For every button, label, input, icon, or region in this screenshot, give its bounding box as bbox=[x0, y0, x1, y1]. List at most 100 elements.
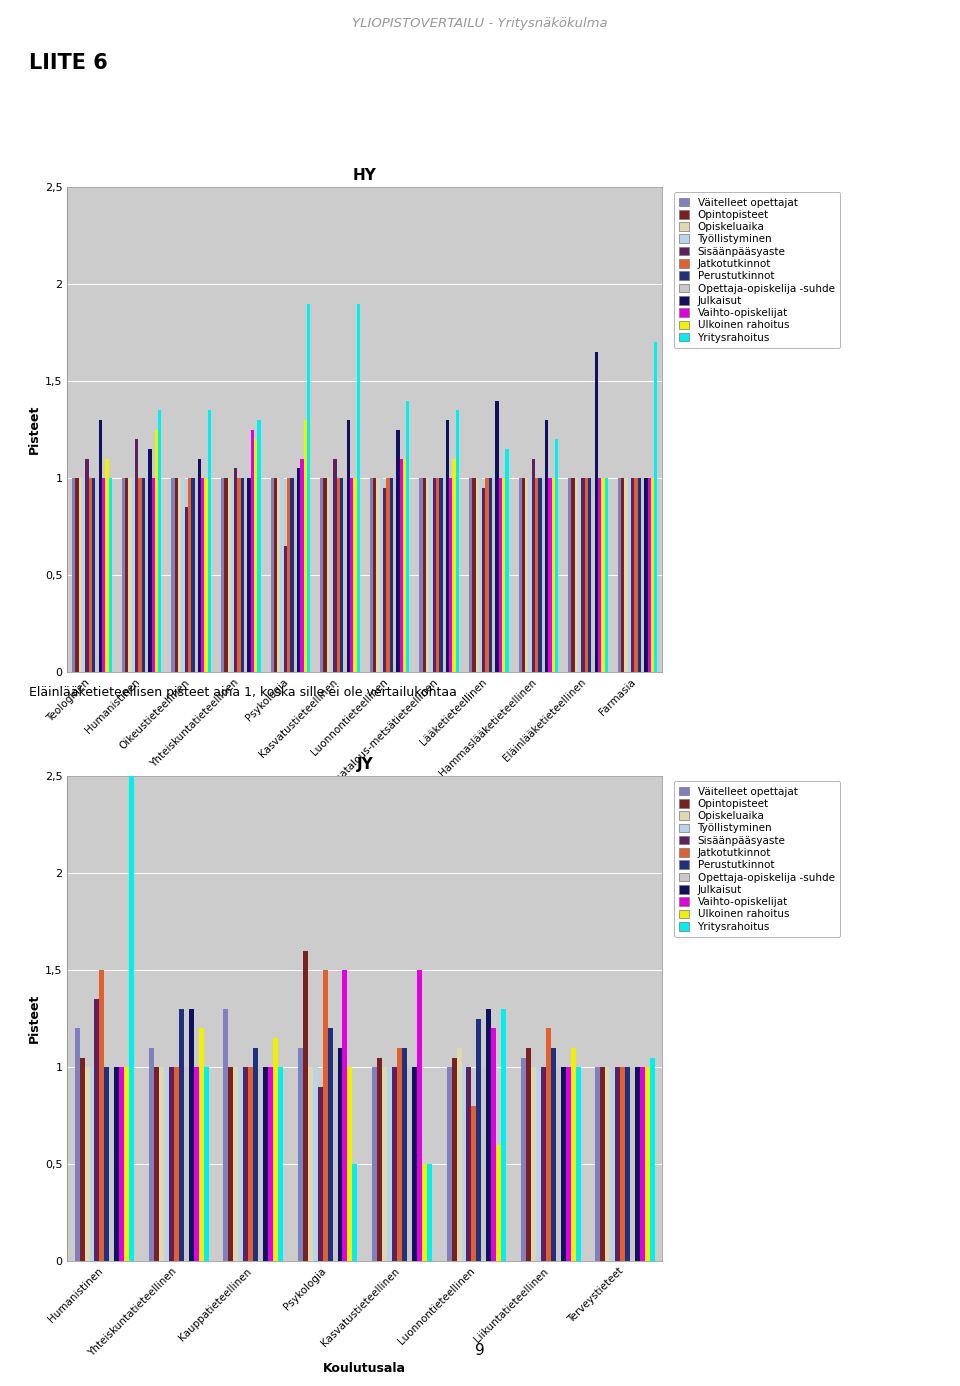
Bar bbox=[392, 1067, 397, 1261]
Bar bbox=[456, 410, 459, 672]
Bar bbox=[565, 1067, 570, 1261]
Bar bbox=[244, 478, 248, 672]
Bar bbox=[451, 1058, 457, 1261]
Bar bbox=[390, 478, 393, 672]
Bar bbox=[570, 1048, 576, 1261]
Bar bbox=[125, 478, 129, 672]
Bar bbox=[352, 1164, 357, 1261]
Y-axis label: Pisteet: Pisteet bbox=[28, 994, 40, 1044]
Bar bbox=[138, 478, 142, 672]
Bar bbox=[159, 1067, 164, 1261]
Bar bbox=[429, 478, 433, 672]
Bar bbox=[615, 1067, 620, 1261]
Bar bbox=[241, 478, 244, 672]
Bar bbox=[174, 1067, 179, 1261]
Bar bbox=[462, 1067, 467, 1261]
Bar bbox=[407, 1067, 412, 1261]
Bar bbox=[621, 478, 624, 672]
Bar bbox=[552, 478, 555, 672]
Bar bbox=[243, 1067, 249, 1261]
Bar bbox=[526, 1048, 531, 1261]
Bar bbox=[109, 1067, 114, 1261]
Bar bbox=[585, 478, 588, 672]
Bar bbox=[376, 478, 379, 672]
Bar bbox=[467, 1067, 471, 1261]
Bar bbox=[555, 439, 559, 672]
Bar bbox=[571, 478, 575, 672]
Bar bbox=[142, 478, 145, 672]
Bar bbox=[85, 459, 88, 672]
Bar bbox=[199, 1028, 204, 1261]
Bar bbox=[234, 468, 237, 672]
Bar bbox=[472, 478, 475, 672]
Bar bbox=[80, 1058, 84, 1261]
Bar bbox=[198, 459, 202, 672]
Bar bbox=[273, 1038, 278, 1261]
Bar bbox=[303, 420, 307, 672]
Bar bbox=[446, 1067, 451, 1261]
Bar bbox=[518, 478, 522, 672]
Bar bbox=[475, 478, 479, 672]
Legend: Väitelleet opettajat, Opintopisteet, Opiskeluaika, Työllistyminen, Sisäänpääsyas: Väitelleet opettajat, Opintopisteet, Opi… bbox=[674, 193, 840, 348]
Bar bbox=[487, 1009, 492, 1261]
Bar bbox=[370, 478, 373, 672]
Bar bbox=[251, 430, 254, 672]
Bar bbox=[248, 478, 251, 672]
Bar bbox=[568, 478, 571, 672]
Bar bbox=[202, 478, 204, 672]
Bar bbox=[290, 478, 294, 672]
Bar bbox=[522, 478, 525, 672]
Bar bbox=[640, 1067, 645, 1261]
Bar bbox=[556, 1067, 561, 1261]
Bar bbox=[443, 478, 445, 672]
Bar bbox=[99, 420, 102, 672]
Bar bbox=[594, 352, 598, 672]
Bar bbox=[191, 478, 195, 672]
Bar bbox=[277, 478, 280, 672]
Bar bbox=[158, 410, 161, 672]
Bar bbox=[302, 951, 308, 1261]
Bar bbox=[145, 478, 148, 672]
Bar bbox=[617, 478, 621, 672]
Bar bbox=[539, 478, 541, 672]
Bar bbox=[237, 478, 241, 672]
Title: HY: HY bbox=[353, 168, 376, 183]
Bar bbox=[379, 478, 383, 672]
Bar bbox=[420, 478, 422, 672]
Bar bbox=[318, 1087, 323, 1261]
Bar bbox=[575, 478, 578, 672]
Bar bbox=[620, 1067, 625, 1261]
Bar bbox=[373, 478, 376, 672]
Bar bbox=[119, 1067, 124, 1261]
Bar bbox=[482, 488, 486, 672]
Bar bbox=[105, 1067, 109, 1261]
Bar bbox=[406, 401, 409, 672]
Bar bbox=[636, 1067, 640, 1261]
Bar bbox=[330, 478, 333, 672]
Legend: Väitelleet opettajat, Opintopisteet, Opiskeluaika, Työllistyminen, Sisäänpääsyas: Väitelleet opettajat, Opintopisteet, Opi… bbox=[674, 782, 840, 937]
Bar bbox=[471, 1106, 476, 1261]
Bar bbox=[402, 1048, 407, 1261]
Bar bbox=[540, 1067, 546, 1261]
Bar bbox=[75, 1028, 80, 1261]
Bar bbox=[100, 970, 105, 1261]
Bar bbox=[433, 478, 436, 672]
Bar bbox=[486, 478, 489, 672]
Bar bbox=[274, 478, 277, 672]
Bar bbox=[258, 1067, 263, 1261]
Bar bbox=[207, 410, 211, 672]
Bar bbox=[635, 478, 637, 672]
Bar bbox=[327, 1028, 332, 1261]
Bar bbox=[545, 420, 548, 672]
Bar bbox=[228, 478, 230, 672]
Bar bbox=[436, 478, 439, 672]
Bar bbox=[340, 478, 344, 672]
Bar bbox=[278, 1067, 283, 1261]
Bar bbox=[221, 478, 225, 672]
Bar bbox=[148, 449, 152, 672]
Bar bbox=[595, 1067, 600, 1261]
Bar bbox=[521, 1058, 526, 1261]
Bar bbox=[326, 478, 330, 672]
Text: LIITE 6: LIITE 6 bbox=[29, 53, 108, 72]
Bar bbox=[130, 776, 134, 1261]
